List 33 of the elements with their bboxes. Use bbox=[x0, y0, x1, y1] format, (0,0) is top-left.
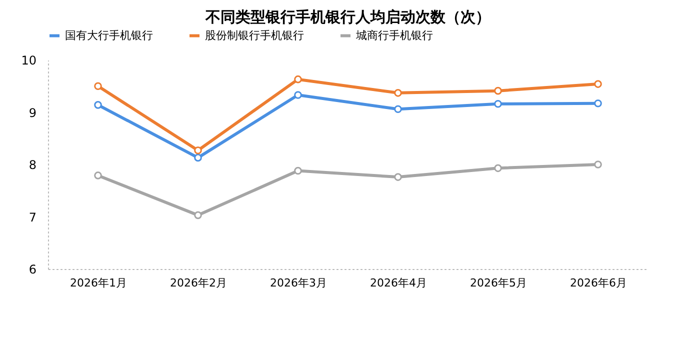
point bbox=[94, 172, 102, 180]
point bbox=[194, 154, 202, 162]
point bbox=[294, 91, 302, 99]
x-tick-label: 2026年5月 bbox=[470, 276, 527, 290]
chart-title: 不同类型银行手机银行人均启动次数（次） bbox=[204, 8, 490, 26]
point bbox=[194, 211, 202, 220]
point bbox=[494, 100, 502, 108]
point bbox=[494, 86, 502, 95]
y-tick-label: 9 bbox=[28, 106, 36, 120]
x-tick-label: 2026年1月 bbox=[70, 276, 127, 290]
point bbox=[394, 173, 402, 181]
point bbox=[94, 82, 102, 90]
y-tick-label: 7 bbox=[28, 210, 36, 224]
legend-label: 股份制银行手机银行 bbox=[205, 28, 304, 42]
x-tick-label: 2026年2月 bbox=[170, 276, 227, 290]
point bbox=[94, 101, 102, 109]
legend-label: 城商行手机银行 bbox=[355, 28, 433, 42]
legend-label: 国有大行手机银行 bbox=[65, 28, 153, 42]
x-tick-label: 2026年3月 bbox=[270, 276, 327, 290]
y-tick-label: 10 bbox=[21, 54, 36, 68]
point bbox=[594, 160, 602, 168]
y-tick-label: 6 bbox=[28, 262, 36, 276]
point bbox=[294, 75, 302, 84]
y-tick-label: 8 bbox=[28, 158, 36, 172]
point bbox=[394, 105, 402, 114]
x-tick-label: 2026年4月 bbox=[370, 276, 427, 290]
x-tick-label: 2026年6月 bbox=[570, 276, 627, 290]
point bbox=[194, 146, 202, 154]
point bbox=[594, 99, 602, 108]
point bbox=[294, 166, 302, 175]
point bbox=[594, 80, 602, 88]
point bbox=[494, 164, 502, 172]
point bbox=[394, 89, 402, 97]
